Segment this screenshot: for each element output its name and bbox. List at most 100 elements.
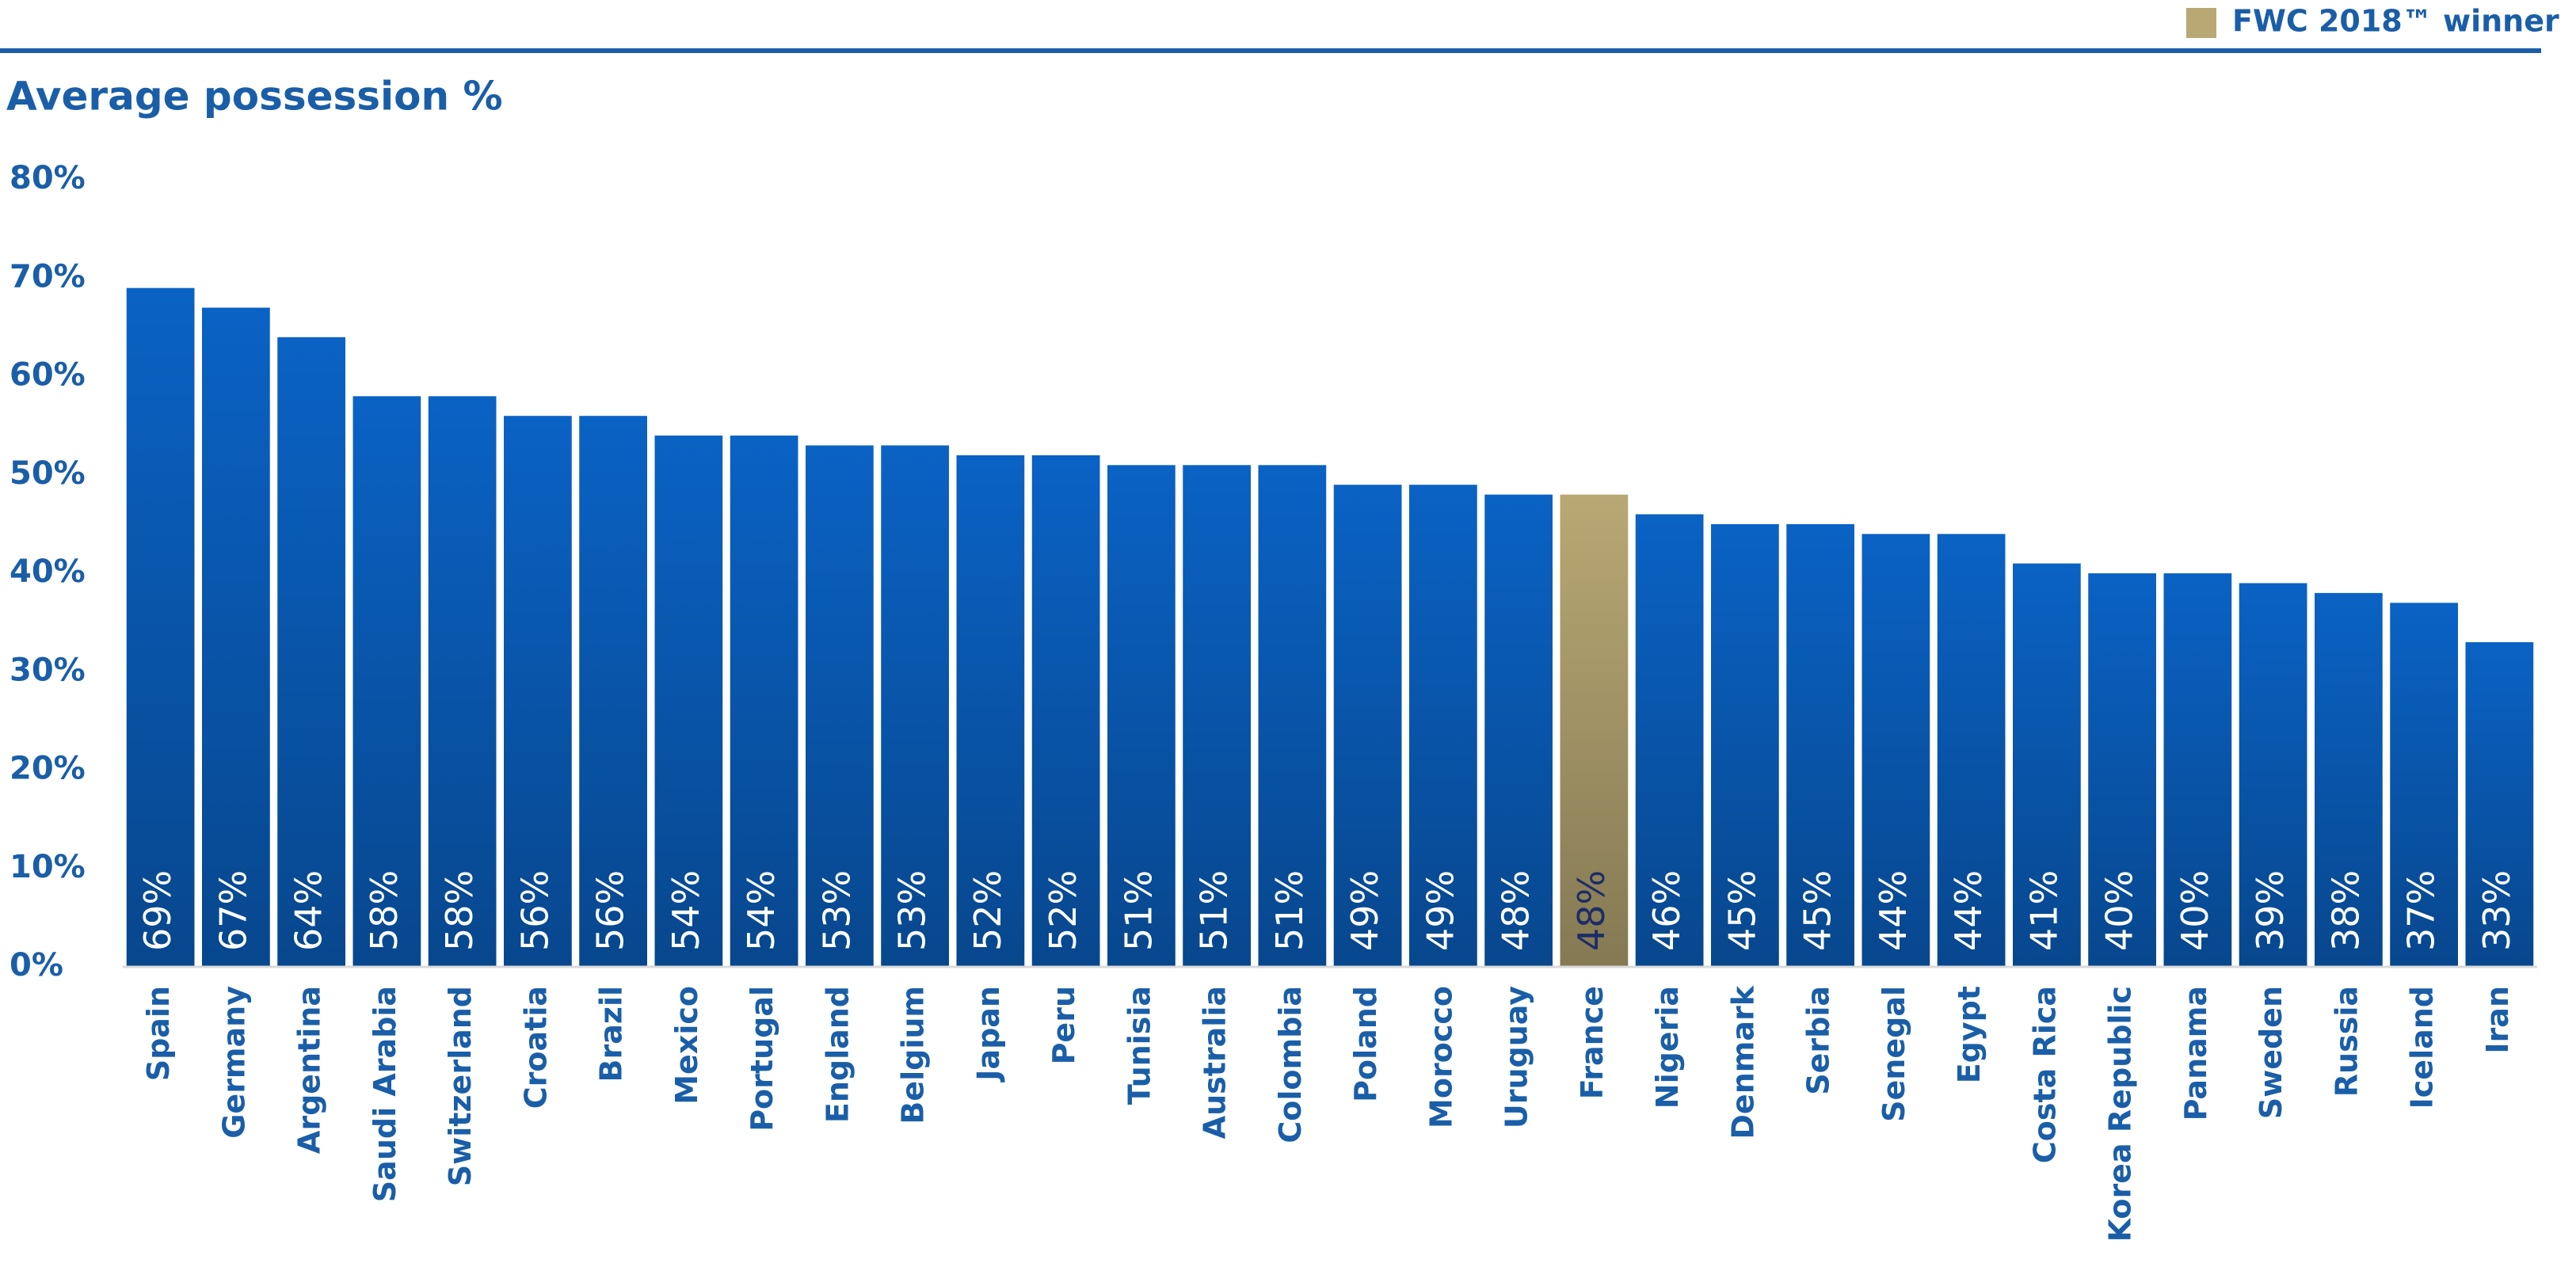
value-label: 48% — [1495, 870, 1538, 951]
y-tick-label: 60% — [10, 357, 86, 394]
value-label: 44% — [1872, 870, 1915, 951]
value-label: 56% — [589, 870, 632, 951]
bar-shade — [1031, 455, 1100, 967]
x-tick-label: Switzerland — [443, 986, 478, 1186]
value-label: 53% — [891, 870, 934, 951]
value-label: 41% — [2022, 870, 2065, 951]
bar-shade — [277, 337, 345, 967]
bar-shade — [654, 436, 723, 967]
x-tick-label: Russia — [2329, 986, 2364, 1097]
bar-shade — [2088, 573, 2156, 967]
y-tick-label: 20% — [10, 751, 86, 787]
x-tick-label: Morocco — [1423, 986, 1458, 1128]
x-tick-label: Brazil — [594, 986, 629, 1082]
x-tick-label: Croatia — [518, 986, 553, 1109]
bar-shade — [126, 287, 195, 967]
bar-shade — [352, 396, 421, 968]
bar-shade — [2465, 641, 2534, 967]
y-tick-label: 80% — [10, 160, 86, 196]
chart-title: Average possession % — [6, 74, 503, 120]
bar-shade — [1183, 465, 1251, 967]
value-label: 44% — [1947, 870, 1990, 951]
bar-shade — [1560, 494, 1629, 967]
value-label: 64% — [288, 870, 330, 951]
y-tick-label: 10% — [10, 849, 86, 885]
bar-shade — [1409, 485, 1477, 967]
bar-shade — [1786, 523, 1854, 967]
value-label: 53% — [815, 870, 858, 951]
value-label: 51% — [1117, 870, 1160, 951]
value-label: 39% — [2249, 870, 2292, 951]
value-label: 51% — [1268, 870, 1311, 951]
value-label: 46% — [1645, 870, 1688, 951]
value-label: 38% — [2324, 870, 2367, 951]
bar-shade — [1937, 534, 2006, 967]
bar-shade — [2163, 573, 2232, 967]
x-tick-label: Australia — [1198, 986, 1233, 1139]
x-tick-label: Iran — [2480, 986, 2515, 1054]
x-tick-label: Tunisia — [1122, 986, 1157, 1105]
bar-shade — [1635, 514, 1704, 967]
y-tick-label: 30% — [10, 652, 86, 688]
legend-swatch — [2186, 8, 2216, 38]
x-tick-label: Nigeria — [1650, 986, 1685, 1109]
value-label: 40% — [2098, 870, 2141, 951]
value-label: 56% — [513, 870, 556, 951]
value-label: 58% — [363, 870, 406, 951]
x-tick-label: Spain — [141, 986, 176, 1081]
bar-shade — [2315, 592, 2383, 967]
value-label: 49% — [1343, 870, 1386, 951]
x-tick-label: Portugal — [745, 986, 779, 1132]
x-tick-label: Argentina — [292, 986, 327, 1154]
value-label: 49% — [1419, 870, 1461, 951]
x-tick-label: Germany — [216, 986, 251, 1139]
bar-shade — [1107, 465, 1176, 967]
bar-shade — [2239, 583, 2307, 967]
value-label: 40% — [2174, 870, 2216, 951]
x-tick-label: Korea Republic — [2103, 986, 2138, 1242]
bar-shade — [806, 445, 874, 967]
x-tick-label: England — [820, 986, 855, 1123]
x-tick-label: Denmark — [1725, 985, 1760, 1139]
y-tick-label: 70% — [10, 258, 86, 295]
x-tick-label: Colombia — [1273, 986, 1308, 1143]
bar-shade — [2013, 563, 2081, 967]
bar-shade — [1333, 485, 1402, 967]
x-tick-label: Belgium — [896, 986, 931, 1124]
x-tick-label: Costa Rica — [2027, 986, 2062, 1163]
value-label: 48% — [1570, 870, 1613, 951]
value-label: 52% — [1042, 870, 1084, 951]
x-tick-label: Peru — [1046, 986, 1081, 1064]
x-tick-label: Sweden — [2254, 986, 2288, 1119]
value-label: 54% — [665, 870, 707, 951]
value-label: 51% — [1193, 870, 1236, 951]
bar-shade — [1258, 465, 1327, 967]
bar-shade — [428, 396, 497, 968]
x-tick-label: Panama — [2178, 986, 2213, 1121]
value-label: 37% — [2400, 870, 2443, 951]
bar-shade — [1484, 494, 1553, 967]
value-label: 52% — [966, 870, 1009, 951]
value-label: 58% — [438, 870, 481, 951]
x-tick-label: Saudi Arabia — [368, 986, 402, 1202]
value-label: 45% — [1797, 870, 1839, 951]
value-label: 69% — [136, 870, 179, 951]
x-tick-label: Egypt — [1952, 986, 1987, 1083]
bar-shade — [881, 445, 949, 967]
y-tick-label: 50% — [10, 455, 86, 492]
value-label: 45% — [1721, 870, 1763, 951]
bar-shade — [1862, 534, 1930, 967]
bar-shade — [2390, 603, 2458, 967]
x-tick-label: France — [1575, 986, 1610, 1099]
bar-shade — [730, 436, 798, 967]
bar-shade — [504, 416, 572, 967]
legend-label: FWC 2018™ winner — [2232, 4, 2559, 39]
x-tick-label: Japan — [971, 986, 1006, 1083]
x-tick-label: Serbia — [1801, 986, 1836, 1095]
x-tick-label: Senegal — [1877, 986, 1911, 1122]
bar-shade — [956, 455, 1025, 967]
bar-shade — [202, 307, 270, 967]
x-tick-label: Iceland — [2405, 986, 2440, 1109]
